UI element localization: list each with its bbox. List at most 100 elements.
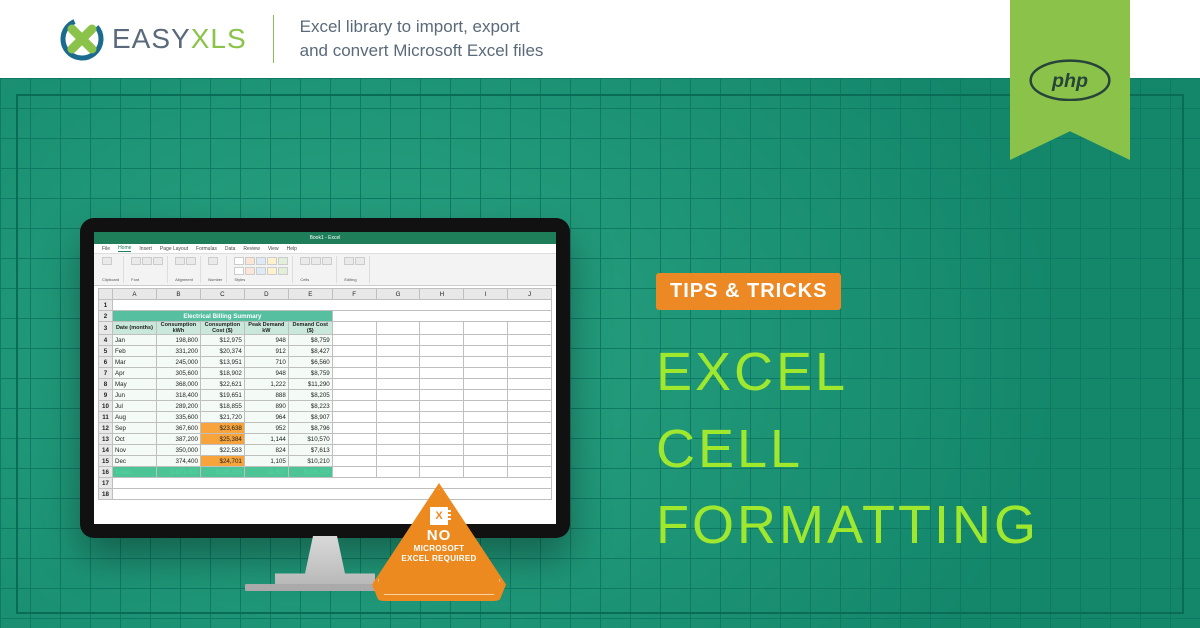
logo-easy: EASY xyxy=(112,23,191,55)
cell: 890 xyxy=(244,401,288,412)
col-header: F xyxy=(332,289,376,300)
ribbon-group-alignment: Alignment xyxy=(171,256,201,283)
cell: $8,223 xyxy=(288,401,332,412)
main-title: EXCEL CELL FORMATTING xyxy=(656,334,1039,564)
table-row: 14Nov350,000$22,583824$7,613 xyxy=(99,445,552,456)
cell: $19,651 xyxy=(200,390,244,401)
cell: $8,796 xyxy=(288,423,332,434)
table-header: Demand Cost ($) xyxy=(288,322,332,335)
cell: 198,800 xyxy=(156,335,200,346)
cell: Dec xyxy=(112,456,156,467)
cell: 912 xyxy=(244,346,288,357)
cell: $22,583 xyxy=(200,445,244,456)
table-row: 4Jan198,800$12,975948$8,759 xyxy=(99,335,552,346)
tagline: Excel library to import, export and conv… xyxy=(300,15,544,63)
cell: $20,374 xyxy=(200,346,244,357)
excel-tab[interactable]: File xyxy=(102,246,110,252)
logo-text: EASYXLS xyxy=(112,23,247,55)
table-title: Electrical Billing Summary xyxy=(112,311,332,322)
badge-line1: MICROSOFT xyxy=(372,544,506,554)
cell: 948 xyxy=(244,368,288,379)
col-header: I xyxy=(464,289,508,300)
excel-tab[interactable]: Page Layout xyxy=(160,246,188,252)
php-text: php xyxy=(1051,70,1088,92)
cell: 387,200 xyxy=(156,434,200,445)
table-row: 6Mar245,000$13,951710$6,560 xyxy=(99,357,552,368)
cell: 948 xyxy=(244,335,288,346)
title-line2: CELL xyxy=(656,411,1039,488)
cell: Mar xyxy=(112,357,156,368)
cell: $21,720 xyxy=(200,412,244,423)
cell: 824 xyxy=(244,445,288,456)
excel-ribbon-tabs: File Home Insert Page Layout Formulas Data Rev… xyxy=(94,244,556,254)
cell: $22,621 xyxy=(200,379,244,390)
cell: Aug xyxy=(112,412,156,423)
cell: $11,290 xyxy=(288,379,332,390)
col-header: G xyxy=(376,289,420,300)
excel-x-icon: X xyxy=(430,507,448,525)
cell: $8,427 xyxy=(288,346,332,357)
table-row: 10Jul289,200$18,855890$8,223 xyxy=(99,401,552,412)
table-row: 5Feb331,200$20,374912$8,427 xyxy=(99,346,552,357)
excel-tab[interactable]: View xyxy=(268,246,279,252)
cell: 350,000 xyxy=(156,445,200,456)
cell: $10,210 xyxy=(288,456,332,467)
table-row: 15Dec374,400$24,7011,105$10,210 xyxy=(99,456,552,467)
excel-tab[interactable]: Help xyxy=(287,246,297,252)
table-header: Consumption kWh xyxy=(156,322,200,335)
cell: 1,144 xyxy=(244,434,288,445)
title-line1: EXCEL xyxy=(656,334,1039,411)
table-row: 9Jun318,400$19,651888$8,205 xyxy=(99,390,552,401)
excel-tab[interactable]: Home xyxy=(118,245,131,252)
col-header: D xyxy=(244,289,288,300)
total-cell: $235,355 xyxy=(200,467,244,478)
table-row: 12Sep367,600$23,638952$8,796 xyxy=(99,423,552,434)
cell: May xyxy=(112,379,156,390)
cell: $7,613 xyxy=(288,445,332,456)
tips-badge: TIPS & TRICKS xyxy=(656,273,841,310)
excel-tab[interactable]: Review xyxy=(243,246,259,252)
excel-tab[interactable]: Formulas xyxy=(196,246,217,252)
cell: 888 xyxy=(244,390,288,401)
excel-tab[interactable]: Data xyxy=(225,246,236,252)
badge-no: NO xyxy=(372,527,506,544)
sheet-area: ABCDEFGHIJ 1 2Electrical Billing Summary… xyxy=(94,286,556,502)
cell: 335,600 xyxy=(156,412,200,423)
cell: $18,855 xyxy=(200,401,244,412)
title-line3: FORMATTING xyxy=(656,487,1039,564)
header-divider xyxy=(273,15,274,63)
cell: Jan xyxy=(112,335,156,346)
cell: 305,600 xyxy=(156,368,200,379)
cell: $12,975 xyxy=(200,335,244,346)
excel-title: Book1 - Excel xyxy=(310,235,341,241)
badge-line2: EXCEL REQUIRED xyxy=(372,554,506,564)
cell: $24,701 xyxy=(200,456,244,467)
col-header: B xyxy=(156,289,200,300)
no-excel-badge: X NO MICROSOFT EXCEL REQUIRED xyxy=(372,483,506,601)
total-cell: Totals xyxy=(112,467,156,478)
ribbon-group-editing: Editing xyxy=(340,256,370,283)
cell: Nov xyxy=(112,445,156,456)
tagline-line1: Excel library to import, export xyxy=(300,15,544,39)
cell: $8,205 xyxy=(288,390,332,401)
ribbon-group-styles: Styles xyxy=(230,256,293,283)
cell: 331,200 xyxy=(156,346,200,357)
cell: 952 xyxy=(244,423,288,434)
logo-icon xyxy=(60,17,104,61)
cell: 289,200 xyxy=(156,401,200,412)
cell: $25,384 xyxy=(200,434,244,445)
ribbon-group-number: Number xyxy=(204,256,227,283)
cell: 1,105 xyxy=(244,456,288,467)
table-header: Date (months) xyxy=(112,322,156,335)
background: Book1 - Excel FileHomeInsertPage LayoutF… xyxy=(0,78,1200,628)
excel-ribbon-body: Clipboard Font Alignment Number Styles C… xyxy=(94,254,556,286)
excel-window: Book1 - Excel FileHomeInsertPage LayoutF… xyxy=(94,232,556,524)
col-header: C xyxy=(200,289,244,300)
excel-tab[interactable]: Insert xyxy=(139,246,152,252)
cell: 1,222 xyxy=(244,379,288,390)
cell: Feb xyxy=(112,346,156,357)
monitor-stand xyxy=(275,536,375,584)
table-row: 7Apr305,600$18,902948$8,759 xyxy=(99,368,552,379)
ribbon-group-cells: Cells xyxy=(296,256,337,283)
table-row: 13Oct387,200$25,3841,144$10,570 xyxy=(99,434,552,445)
